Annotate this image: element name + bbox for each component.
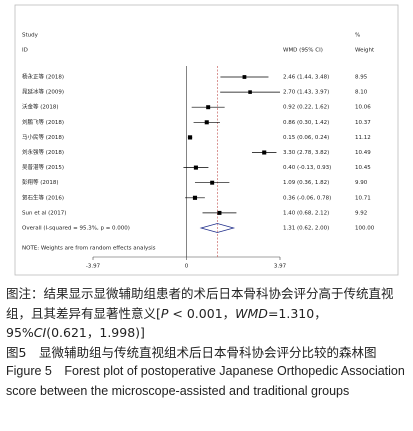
study-label: 晁延冰等 (2009): [22, 88, 64, 96]
overall-weight-label: 100.00: [355, 226, 375, 232]
effect-marker: [210, 180, 215, 185]
effect-label: 2.46 (1.44, 3.48): [283, 75, 329, 81]
x-tick-label: 0: [185, 264, 189, 270]
effect-label: 3.30 (2.78, 3.82): [283, 150, 329, 156]
weight-label: 10.37: [355, 120, 371, 126]
caption: 图注：结果显示显微辅助组患者的术后日本骨科协会评分高于传统直视组，且其差异有显著…: [6, 284, 408, 401]
study-label: 刘鹏飞等 (2018): [22, 118, 64, 126]
effect-label: 2.70 (1.43, 3.97): [283, 90, 329, 96]
study-label: 马小民等 (2018): [22, 133, 64, 141]
effect-marker: [206, 105, 211, 110]
weight-label: 10.49: [355, 150, 371, 156]
weight-label: 8.10: [355, 90, 368, 96]
study-label: 杨永正等 (2018): [22, 73, 64, 81]
overall-effect-label: 1.31 (0.62, 2.00): [283, 226, 329, 232]
note-segment: CI: [33, 325, 47, 340]
effect-label: 0.86 (0.30, 1.42): [283, 120, 329, 126]
x-tick-label: -3.97: [86, 264, 101, 270]
effect-marker: [187, 135, 193, 140]
header-weight: Weight: [355, 48, 375, 54]
effect-label: 0.40 (-0.13, 0.93): [283, 165, 331, 171]
forest-plot: Study ID WMD (95% CI) % Weight NOTE: Wei…: [14, 4, 399, 276]
effect-marker: [248, 90, 252, 94]
effect-marker: [242, 75, 247, 79]
study-label: 沃金等 (2018): [22, 103, 59, 111]
study-label: 吴普湛等 (2015): [22, 163, 64, 171]
effect-marker: [217, 210, 222, 215]
weight-label: 11.12: [355, 135, 371, 141]
effect-marker: [204, 120, 209, 125]
note: NOTE: Weights are from random effects an…: [22, 246, 156, 252]
note-segment: =1.310，95%: [6, 305, 327, 341]
overall-label: Overall (I-squared = 95.3%, p = 0.000): [22, 226, 130, 232]
weight-label: 10.45: [355, 165, 371, 171]
study-label: 刘永强等 (2018): [22, 148, 64, 156]
study-label: 贺石生等 (2016): [22, 193, 64, 201]
header-study: Study: [22, 33, 39, 39]
effect-label: 1.40 (0.68, 2.12): [283, 210, 329, 216]
weight-label: 8.95: [355, 75, 368, 81]
title-en: Figure 5 Forest plot of postoperative Ja…: [6, 364, 405, 398]
effect-marker: [192, 195, 198, 200]
effect-marker: [193, 165, 198, 170]
header-percent: %: [355, 33, 360, 39]
effect-marker: [262, 150, 267, 155]
effect-label: 0.15 (0.06, 0.24): [283, 135, 329, 141]
weight-label: 9.90: [355, 180, 368, 186]
figure-note: 图注：结果显示显微辅助组患者的术后日本骨科协会评分高于传统直视组，且其差异有显著…: [6, 284, 408, 343]
effect-label: 0.92 (0.22, 1.62): [283, 105, 329, 111]
note-segment: WMD: [235, 305, 268, 321]
note-segment: < 0.001，: [168, 305, 236, 321]
overall-diamond: [199, 223, 236, 233]
header-effect: WMD (95% CI): [283, 48, 323, 54]
note-segment: 图注：结果显示显微辅助组患者的术后日本骨科协会评分高于传统直视组，且其差异有显著…: [6, 286, 394, 321]
weight-label: 10.71: [355, 195, 371, 201]
frame: [14, 4, 399, 276]
effect-label: 1.09 (0.36, 1.82): [283, 180, 329, 186]
title-cn: 图5 显微辅助组与传统直视组术后日本骨科协会评分比较的森林图: [6, 344, 377, 360]
effect-label: 0.36 (-0.06, 0.78): [283, 195, 331, 201]
header-id: ID: [22, 48, 28, 54]
note-segment: P: [160, 305, 169, 321]
x-tick-label: 3.97: [274, 264, 287, 270]
study-label: 彭翔等 (2018): [22, 178, 59, 186]
weight-label: 9.92: [355, 210, 367, 216]
weight-label: 10.06: [355, 105, 371, 111]
note-segment: (0.621，1.998)]: [46, 325, 145, 340]
study-label: Sun et al (2017): [22, 210, 66, 216]
